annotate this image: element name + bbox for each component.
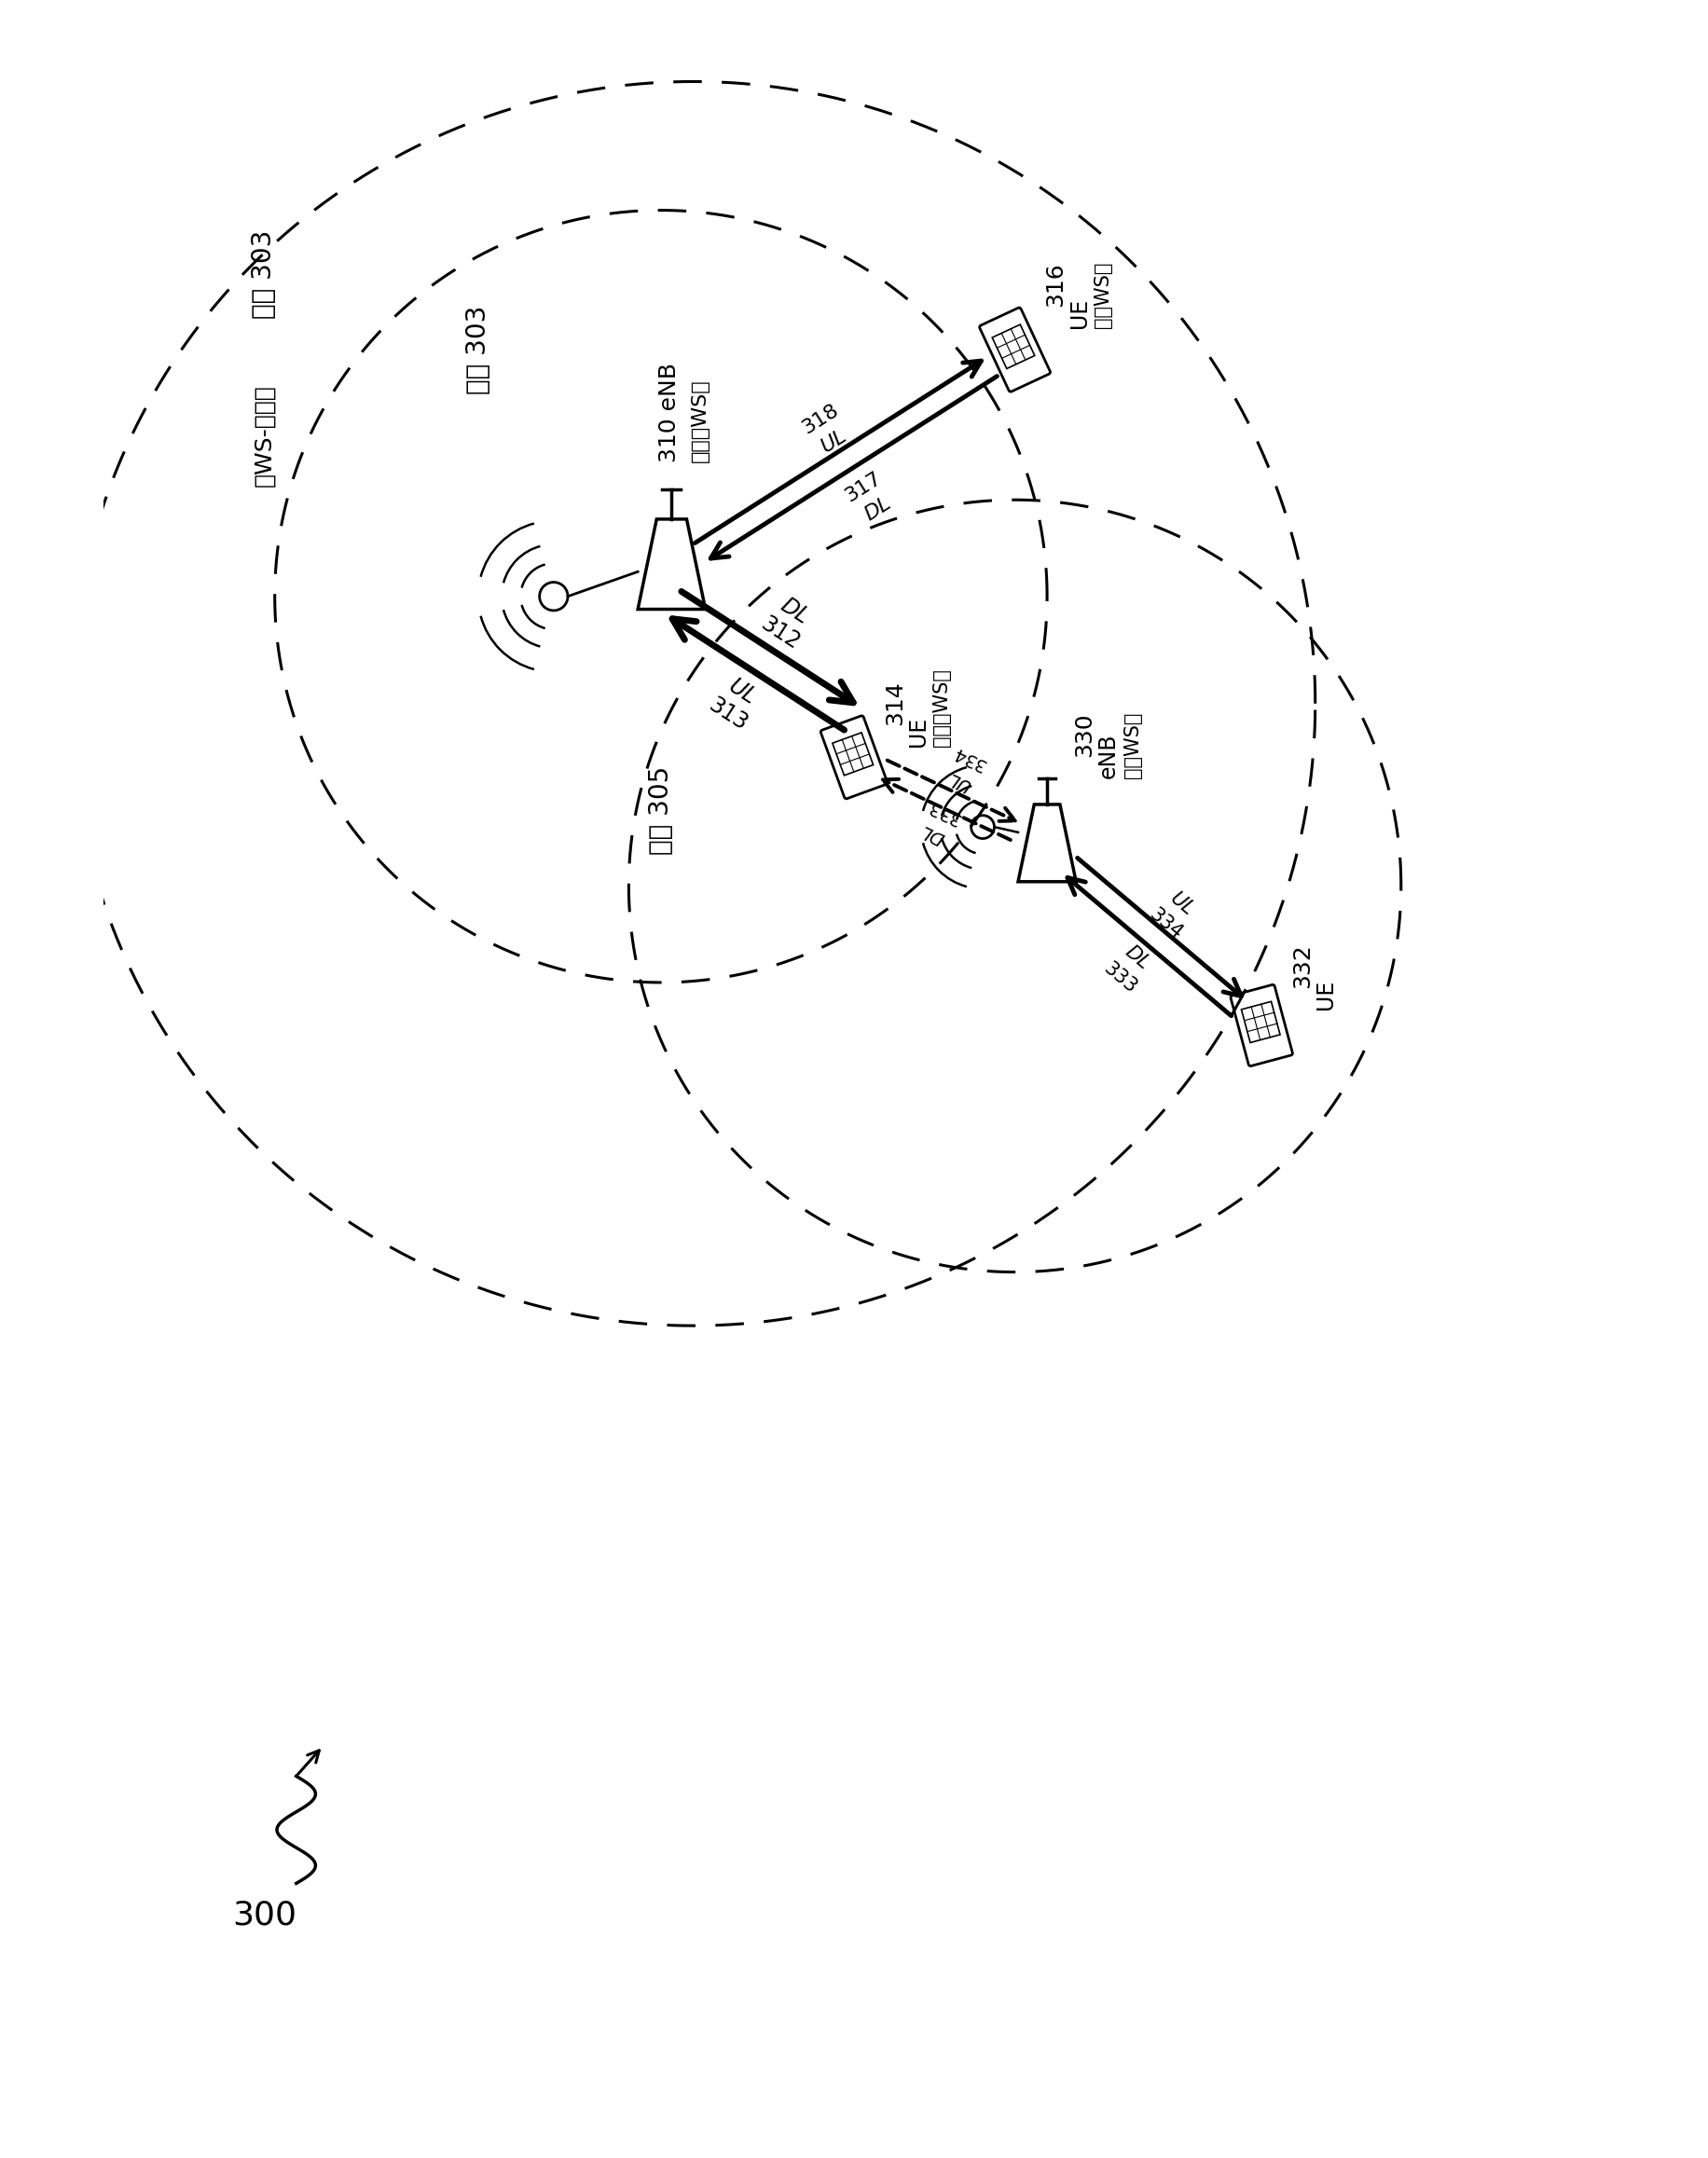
Text: 333: 333: [924, 796, 963, 827]
Circle shape: [972, 816, 994, 839]
Text: UE: UE: [1068, 298, 1090, 328]
Text: 314: 314: [883, 680, 905, 725]
FancyBboxPatch shape: [822, 716, 886, 798]
Text: DL: DL: [919, 820, 948, 848]
Text: UL: UL: [724, 675, 760, 710]
Text: 318: 318: [798, 401, 842, 438]
Bar: [1242, 1001, 1279, 1042]
Text: （非WS）: （非WS）: [1124, 712, 1143, 779]
Text: 小区 303: 小区 303: [466, 304, 492, 395]
Text: 333: 333: [1100, 958, 1139, 997]
Text: 334: 334: [950, 742, 989, 773]
Text: 小区 303: 小区 303: [251, 231, 277, 319]
Text: 330: 330: [1073, 712, 1097, 757]
Text: （支持WS）: （支持WS）: [690, 380, 709, 462]
Text: （非WS）: （非WS）: [1093, 261, 1112, 328]
Text: 332: 332: [1291, 943, 1313, 988]
Text: 300: 300: [232, 1899, 295, 1931]
Bar: [992, 324, 1035, 369]
Text: DL: DL: [777, 593, 813, 628]
Text: （支持WS）: （支持WS）: [933, 669, 951, 747]
Text: 316: 316: [1045, 263, 1068, 306]
Text: UL: UL: [1167, 889, 1197, 919]
FancyBboxPatch shape: [1231, 984, 1293, 1066]
Polygon shape: [637, 520, 705, 609]
Text: UE: UE: [907, 716, 929, 747]
Text: 小区 305: 小区 305: [647, 766, 675, 855]
FancyBboxPatch shape: [979, 309, 1050, 393]
Text: DL: DL: [861, 494, 895, 524]
Text: （WS-范围）: （WS-范围）: [253, 384, 275, 488]
Circle shape: [540, 583, 567, 611]
Text: 317: 317: [842, 468, 885, 505]
Text: 310 eNB: 310 eNB: [658, 363, 680, 462]
Text: UL: UL: [818, 427, 851, 457]
Polygon shape: [1018, 805, 1076, 883]
Text: UL: UL: [945, 768, 972, 794]
Text: 313: 313: [704, 695, 752, 736]
Text: 312: 312: [757, 613, 804, 654]
Text: eNB: eNB: [1097, 734, 1119, 779]
Text: 334: 334: [1146, 904, 1185, 943]
Bar: [832, 732, 873, 775]
Text: UE: UE: [1315, 980, 1337, 1010]
Text: DL: DL: [1120, 941, 1153, 973]
